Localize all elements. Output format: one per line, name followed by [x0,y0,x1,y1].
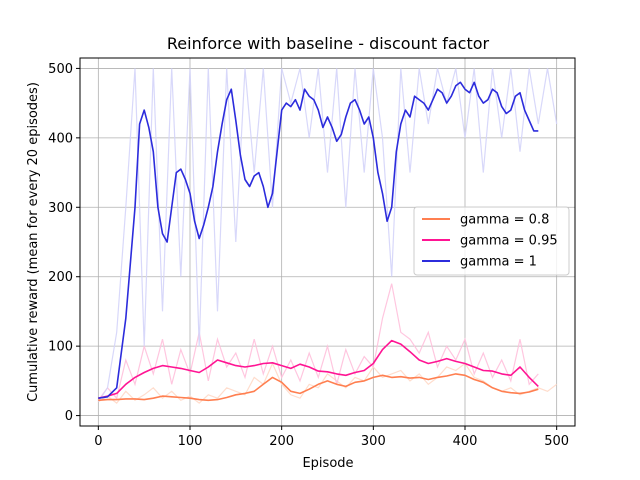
x-axis-label: Episode [302,456,353,471]
legend-box [413,206,570,276]
y-tick-label: 300 [48,201,73,216]
series-raw-line-2 [97,68,558,403]
raw-lines [97,68,558,404]
chart-title: Reinforce with baseline - discount facto… [167,34,490,53]
legend-label-1: gamma = 0.95 [460,234,558,249]
mean-lines [98,81,539,402]
y-tick-label: 400 [48,131,73,146]
series-raw-line-1 [97,283,539,401]
legend-label-2: gamma = 1 [460,255,537,270]
legend-label-0: gamma = 0.8 [460,213,549,228]
y-tick-label: 500 [48,62,73,77]
x-tick-label: 400 [453,434,478,449]
x-tick-label: 300 [361,434,386,449]
y-tick-label: 200 [48,270,73,285]
series-mean-line-2 [98,81,539,399]
x-tick-label: 0 [94,434,102,449]
x-tick-label: 500 [544,434,569,449]
series-mean-line-0 [98,373,539,402]
x-tick-label: 100 [178,434,203,449]
y-axis-label: Cumulative reward (mean for every 20 epi… [26,82,41,402]
series-mean-line-1 [98,339,539,399]
axis-ticks: 0 100 200 300 400 500 0 100 200 300 400 500 [48,62,569,449]
y-tick-label: 0 [65,409,73,424]
legend: gamma = 0.8 gamma = 0.95 gamma = 1 [413,206,570,276]
series-raw-line-0 [97,362,558,404]
x-tick-label: 200 [269,434,294,449]
y-tick-label: 100 [48,340,73,355]
plot-frame [79,57,576,427]
